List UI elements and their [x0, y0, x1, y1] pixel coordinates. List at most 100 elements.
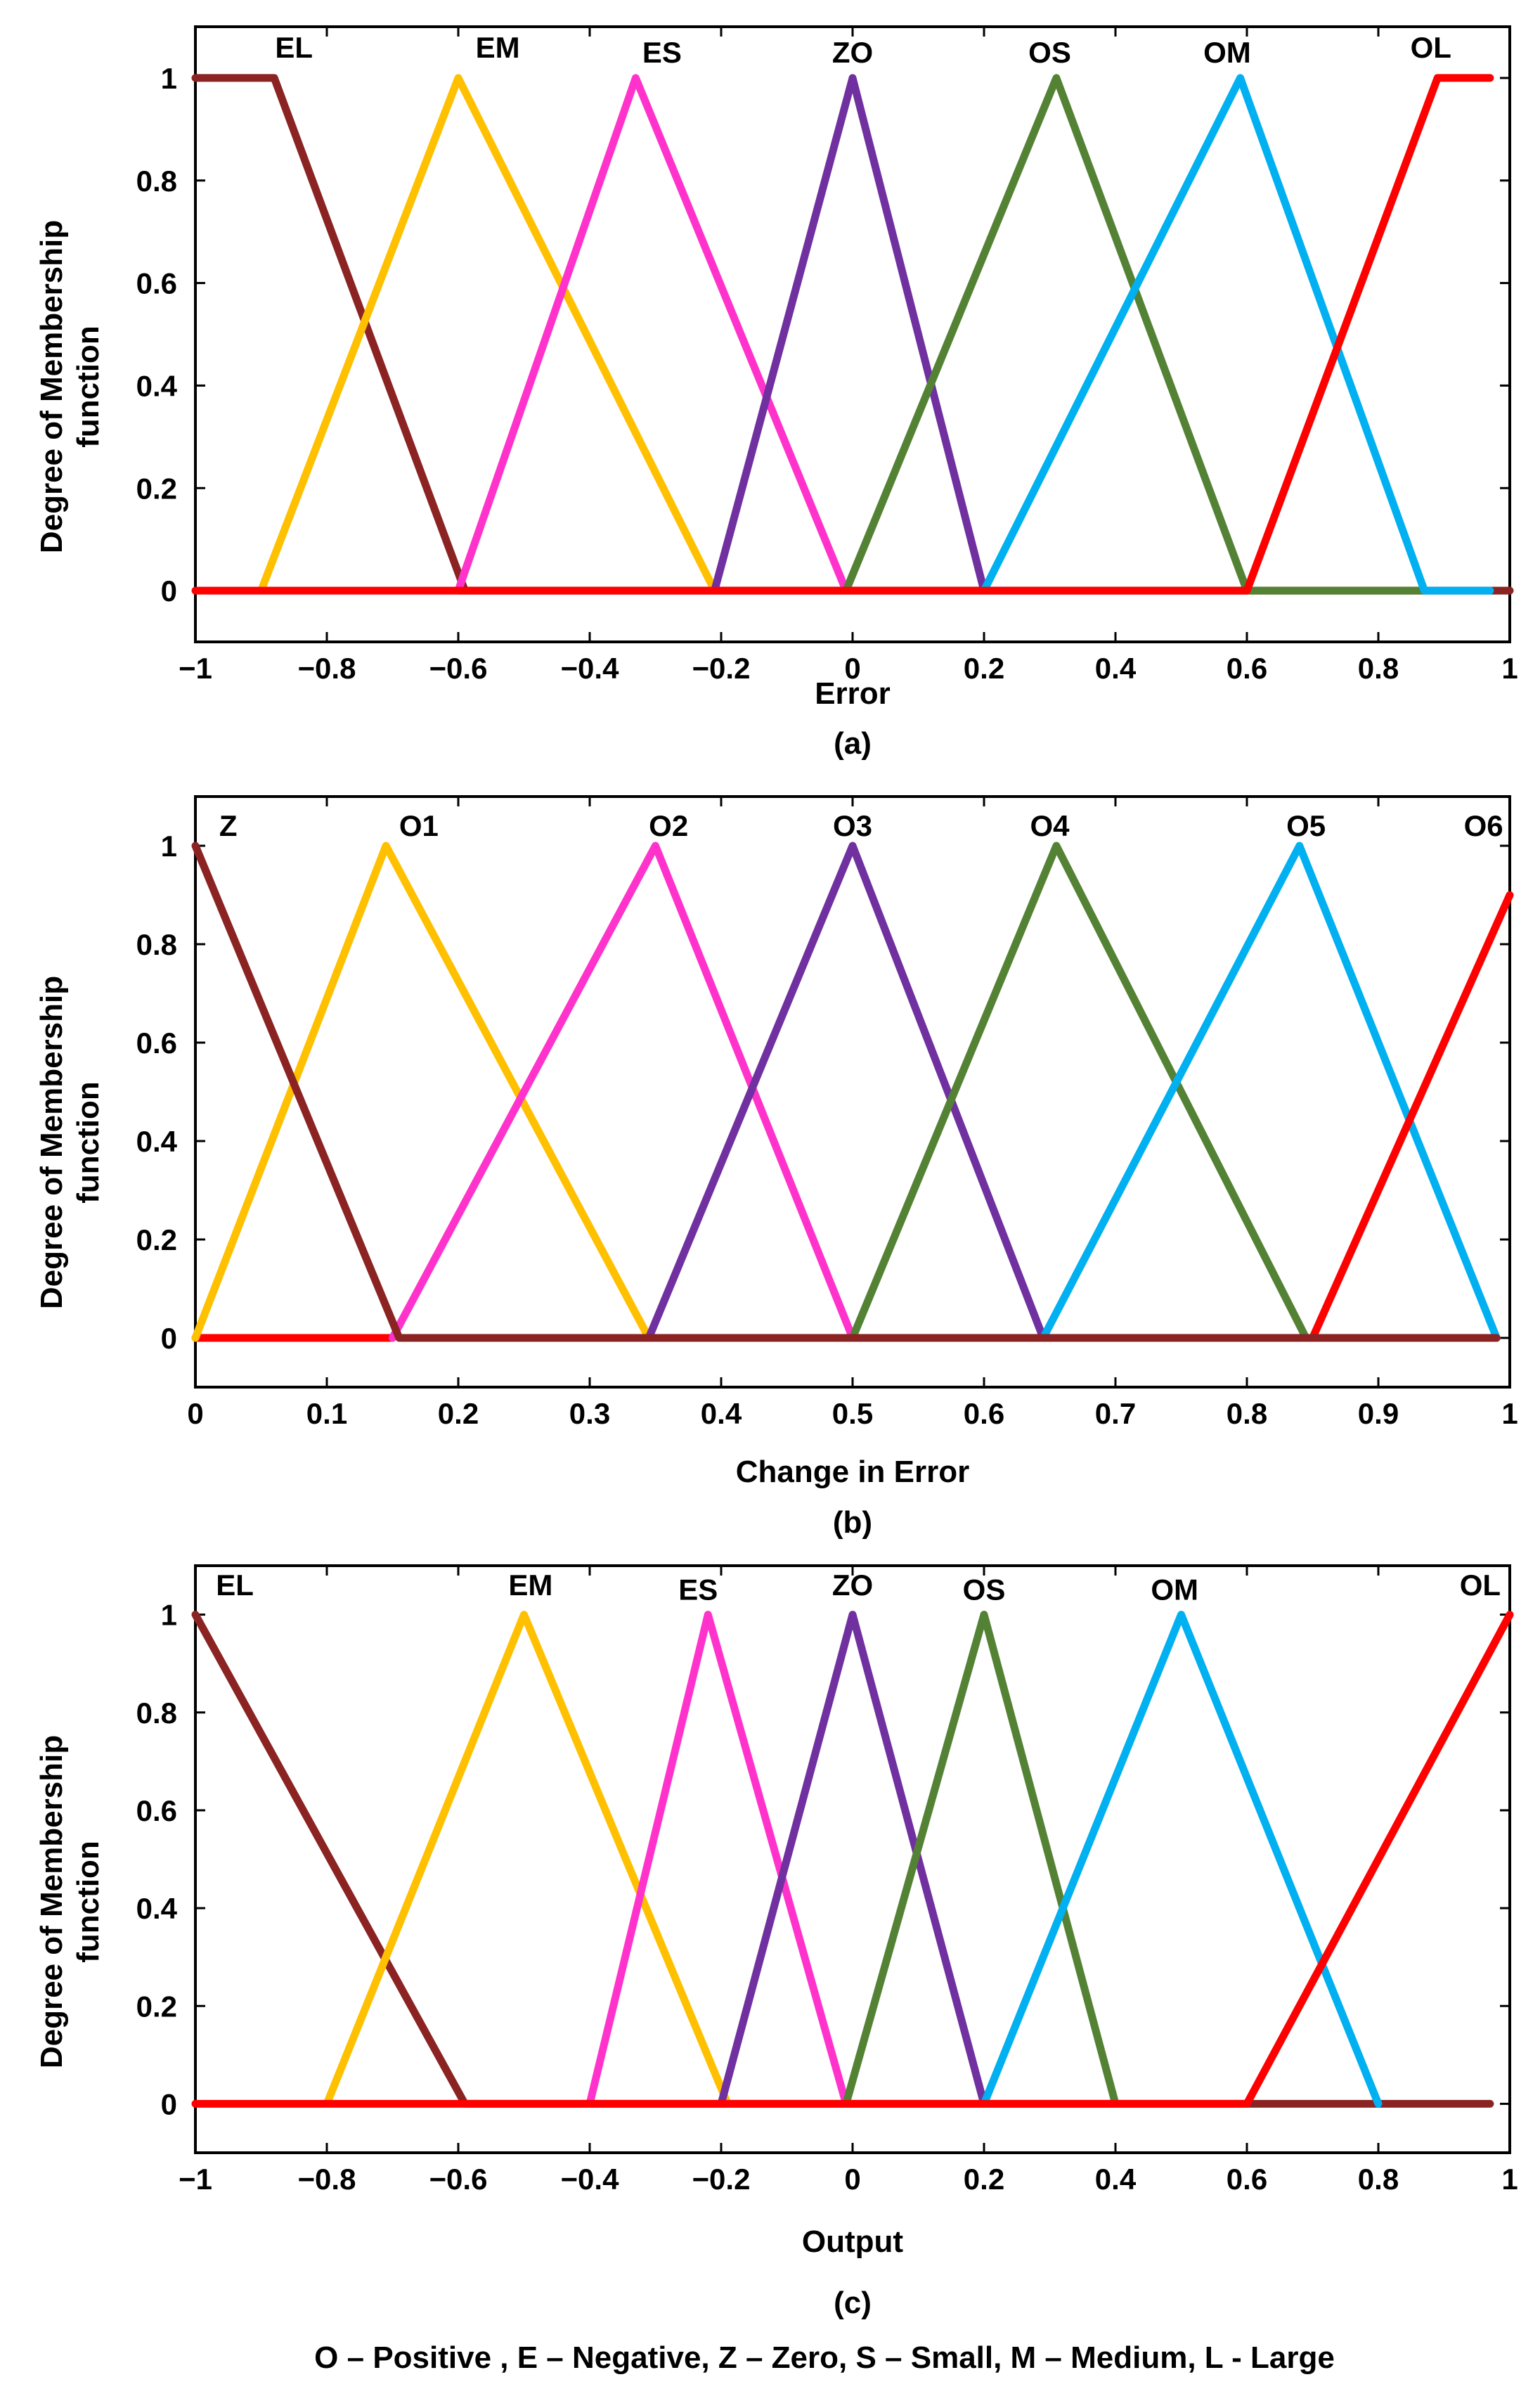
panel-a-xtick-label: 0.8 [1358, 652, 1399, 685]
panel-c-mf-ol-line [191, 1611, 1514, 2108]
panel-a: Degree of Membership function −1 −0.8 −0.6… [34, 25, 1518, 761]
panel-a-mf-om-label: OM [1203, 36, 1251, 69]
panel-c-mf-es-line [585, 1611, 850, 2108]
panel-a-mf-os-line [842, 74, 1428, 595]
panel-a-ticks: −1 −0.8 −0.6 −0.4 −0.2 0 0.2 0.4 0.6 0.8 1 0 0.2 0.4 0… [136, 27, 1518, 685]
panel-a-mf-es-label: ES [642, 36, 682, 69]
panel-b-ytick-label: 0.6 [136, 1026, 177, 1059]
panel-b-xtick-label: 0.9 [1358, 1397, 1399, 1430]
panel-a-ytick-label: 0.8 [136, 165, 177, 198]
panel-a-ylabel-line1: Degree of Membership [34, 220, 69, 553]
panel-b-mf-o1-label: O1 [399, 809, 439, 842]
panel-a-ylabel-line2: function [71, 326, 105, 448]
panel-b-xtick-label: 0 [187, 1397, 203, 1430]
panel-a-ytick-label: 0 [161, 574, 177, 607]
panel-a-mf-ol-line [191, 74, 1494, 595]
panel-a-series: EL EM ES ZO OS OM OL [191, 31, 1514, 595]
panel-c-caption: (c) [834, 2286, 872, 2320]
panel-c-xtick-label: 0.2 [964, 2163, 1004, 2196]
panel-c-ytick-label: 0.8 [136, 1696, 177, 1730]
panel-b-xtick-label: 0.3 [569, 1397, 610, 1430]
panel-b-mf-o5-label: O5 [1286, 809, 1326, 842]
panel-c-mf-el-line [191, 1611, 1494, 2108]
panel-b-xtick-label: 0.5 [832, 1397, 873, 1430]
panel-a-mf-es-line [454, 74, 850, 595]
panel-c-mf-zo-line [717, 1611, 988, 2108]
panel-b-ytick-label: 0.2 [136, 1223, 177, 1256]
panel-c-mf-om-label: OM [1151, 1573, 1198, 1606]
panel-c-ytick-label: 0.4 [136, 1892, 178, 1925]
panel-a-mf-om-line [980, 74, 1494, 595]
panel-c-xtick-label: 0.6 [1227, 2163, 1267, 2196]
panel-b-mf-o2-line [389, 842, 857, 1342]
panel-c-xlabel: Output [802, 2224, 904, 2259]
panel-b-mf-o4-line [848, 842, 1310, 1342]
panel-c-ylabel-line1: Degree of Membership [34, 1735, 69, 2068]
panel-c-ytick-label: 0 [161, 2087, 177, 2120]
panel-c-mf-em-line [323, 1611, 732, 2108]
panel-a-mf-zo-line [711, 74, 988, 595]
panel-c-xtick-label: 0.8 [1358, 2163, 1399, 2196]
panel-c-xtick-label: −0.6 [429, 2163, 488, 2196]
panel-a-ytick-label: 0.2 [136, 472, 177, 505]
panel-c-plot-frame [194, 1564, 1511, 2154]
panel-a-mf-em-label: EM [476, 31, 520, 64]
panel-a-xtick-label: 1 [1501, 652, 1518, 685]
panel-a-mf-el-line [191, 74, 1514, 595]
panel-a-ytick-label: 1 [161, 62, 177, 95]
panel-c-xtick-label: −1 [179, 2163, 212, 2196]
panel-b-series: Z O1 O2 O3 O4 O5 O6 [191, 809, 1514, 1342]
panel-c-series: EL EM ES ZO OS OM OL [191, 1569, 1514, 2108]
panel-c-ytick-label: 1 [161, 1599, 177, 1632]
panel-b-ylabel-line1: Degree of Membership [34, 976, 69, 1309]
panel-a-xtick-label: −0.4 [561, 652, 620, 685]
panel-a-plot-frame [194, 25, 1511, 643]
panel-c-ticks: −1 −0.8 −0.6 −0.4 −0.2 0 0.2 0.4 0.6 0.8 1 0 0.2 0.4 0… [136, 1566, 1518, 2196]
panel-c-xtick-label: 0 [844, 2163, 860, 2196]
panel-c-mf-ol-label: OL [1460, 1569, 1501, 1602]
panel-b-mf-o4-label: O4 [1030, 809, 1070, 842]
legend-note: O – Positive , E – Negative, Z – Zero, S… [314, 2340, 1335, 2375]
panel-c-mf-os-line [842, 1611, 1120, 2108]
panel-a-xtick-label: −0.6 [429, 652, 488, 685]
panel-b-mf-o6-line [1309, 891, 1514, 1342]
panel-a-mf-el-label: EL [275, 31, 313, 64]
panel-a-xtick-label: 0 [844, 652, 860, 685]
panel-c-xtick-label: 0.4 [1095, 2163, 1137, 2196]
panel-a-ytick-label: 0.4 [136, 369, 178, 402]
panel-c-mf-es-label: ES [678, 1573, 718, 1606]
panel-b: Degree of Membership function 0 0.1 0.2 0.3… [34, 795, 1518, 1540]
panel-b-xtick-label: 0.6 [964, 1397, 1004, 1430]
panel-c: Degree of Membership function −1 −0.8 −0.6… [34, 1564, 1518, 2320]
panel-a-mf-em-line [257, 74, 719, 595]
panel-a-xtick-label: −1 [179, 652, 212, 685]
panel-b-xtick-label: 1 [1501, 1397, 1518, 1430]
panel-b-xtick-label: 0.8 [1227, 1397, 1267, 1430]
panel-a-caption: (a) [834, 726, 872, 761]
panel-c-mf-em-label: EM [508, 1569, 552, 1602]
panel-b-xlabel: Change in Error [736, 1455, 970, 1489]
panel-b-xtick-label: 0.7 [1095, 1397, 1136, 1430]
panel-a-xtick-label: 0.4 [1095, 652, 1137, 685]
panel-c-ylabel-line2: function [71, 1841, 105, 1963]
panel-c-xtick-label: −0.4 [561, 2163, 620, 2196]
panel-b-mf-z-label: Z [219, 809, 238, 842]
panel-b-caption: (b) [833, 1505, 872, 1540]
panel-b-ytick-label: 0.8 [136, 928, 177, 961]
panel-b-xtick-label: 0.1 [306, 1397, 347, 1430]
panel-b-ylabel-line2: function [71, 1081, 105, 1204]
panel-b-mf-o1-line [191, 842, 653, 1342]
panel-b-ytick-label: 0.4 [136, 1125, 178, 1158]
panel-a-xtick-label: −0.8 [298, 652, 356, 685]
panel-b-ytick-label: 1 [161, 830, 177, 863]
panel-a-xtick-label: 0.2 [964, 652, 1004, 685]
panel-c-mf-zo-label: ZO [832, 1569, 873, 1602]
panel-a-mf-ol-label: OL [1411, 31, 1451, 64]
panel-a-mf-os-label: OS [1028, 36, 1071, 69]
panel-a-mf-zo-label: ZO [832, 36, 873, 69]
panel-a-ytick-label: 0.6 [136, 267, 177, 300]
panel-b-mf-o3-line [645, 842, 1047, 1342]
panel-b-mf-o2-label: O2 [649, 809, 688, 842]
panel-c-xtick-label: −0.2 [692, 2163, 751, 2196]
panel-b-mf-o6-label: O6 [1464, 809, 1503, 842]
